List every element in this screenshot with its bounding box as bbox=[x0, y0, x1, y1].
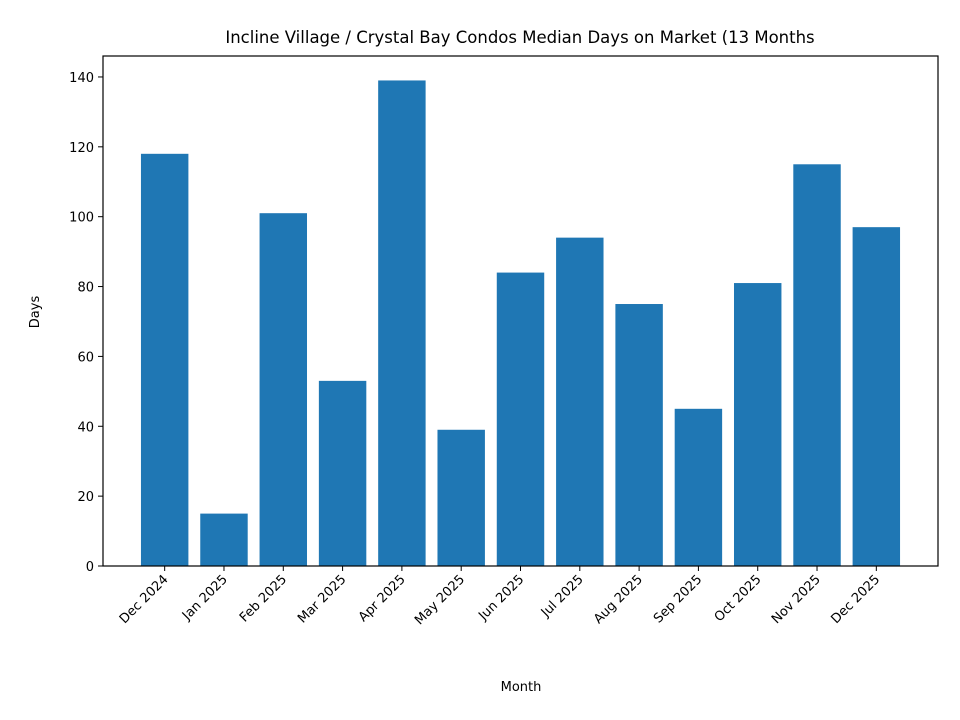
y-axis-label: Days bbox=[28, 296, 43, 329]
x-axis-label: Month bbox=[501, 680, 542, 695]
bar bbox=[556, 237, 604, 566]
y-tick-label: 80 bbox=[77, 281, 94, 296]
y-tick-label: 20 bbox=[77, 490, 94, 505]
bar bbox=[733, 283, 782, 566]
bar bbox=[615, 304, 663, 566]
bar bbox=[318, 380, 367, 566]
y-tick-label: 140 bbox=[69, 71, 94, 86]
y-tick-label: 40 bbox=[77, 420, 94, 435]
bar bbox=[437, 429, 485, 566]
y-tick-label: 120 bbox=[69, 141, 94, 156]
y-tick-label: 100 bbox=[69, 211, 94, 226]
bar bbox=[793, 164, 841, 567]
bar bbox=[496, 272, 545, 566]
bar bbox=[852, 227, 901, 567]
bar bbox=[140, 153, 189, 566]
bar bbox=[200, 513, 248, 566]
bar bbox=[378, 80, 426, 566]
bar bbox=[674, 408, 723, 566]
bar bbox=[259, 213, 308, 567]
chart-title: Incline Village / Crystal Bay Condos Med… bbox=[225, 28, 814, 47]
y-tick-label: 0 bbox=[86, 560, 94, 575]
y-tick-label: 60 bbox=[77, 350, 94, 365]
plot-frame bbox=[102, 55, 939, 567]
